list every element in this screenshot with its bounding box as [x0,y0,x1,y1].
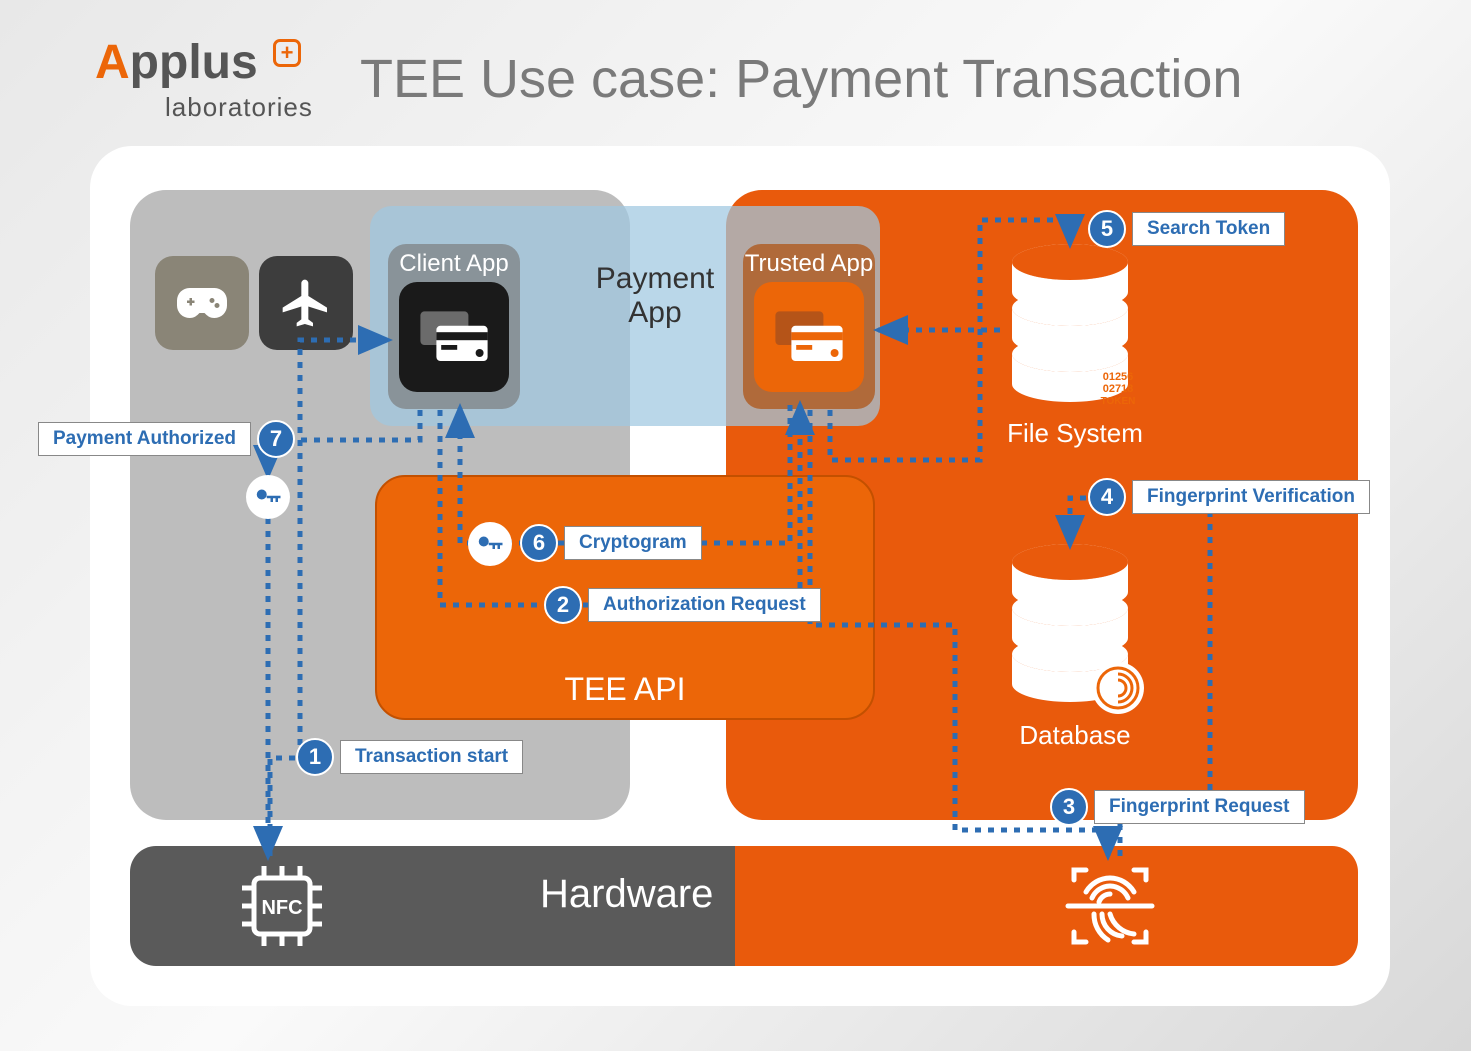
step-1: 1 Transaction start [296,738,523,776]
hardware-label: Hardware [540,872,713,917]
step-number: 2 [544,586,582,624]
step-6: 6 Cryptogram [520,524,702,562]
logo-subtitle: laboratories [165,92,313,123]
trusted-app: Trusted App [743,244,875,409]
game-app-tile [155,256,249,350]
payment-app-label: Payment App [580,262,730,330]
svg-text:02718: 02718 [1103,383,1134,395]
tee-api-label: TEE API [377,671,873,708]
step-label: Search Token [1132,212,1285,246]
brand-logo: Applus + [95,35,301,90]
key-icon [246,475,290,519]
logo-rest: pplus [130,36,258,89]
fingerprint-scanner-icon [1060,856,1160,961]
step-3: 3 Fingerprint Request [1050,788,1305,826]
step-label: Authorization Request [588,588,821,622]
step-label: Payment Authorized [38,422,251,456]
step-number: 6 [520,524,558,562]
step-2: 2 Authorization Request [544,586,821,624]
step-number: 3 [1050,788,1088,826]
svg-text:NFC: NFC [261,897,302,919]
step-number: 4 [1088,478,1126,516]
client-app-label: Client App [388,244,520,278]
file-system-label: File System [1000,418,1150,449]
client-app: Client App [388,244,520,409]
step-5: 5 Search Token [1088,210,1285,248]
step-label: Cryptogram [564,526,702,560]
file-system-icon: 01256 02718 TOKEN [1000,240,1150,425]
step-label: Fingerprint Verification [1132,480,1370,514]
nfc-icon: NFC [232,856,332,961]
step-number: 7 [257,420,295,458]
step-4: 4 Fingerprint Verification [1088,478,1370,516]
step-7: 7 Payment Authorized [38,420,295,458]
hardware-orange [735,846,1358,966]
trusted-app-label: Trusted App [743,244,875,278]
database-icon [1000,540,1150,725]
key-icon [468,522,512,566]
page-title: TEE Use case: Payment Transaction [360,48,1242,110]
logo-a: A [95,36,130,89]
svg-text:01256: 01256 [1103,371,1134,383]
step-number: 5 [1088,210,1126,248]
step-label: Fingerprint Request [1094,790,1305,824]
step-number: 1 [296,738,334,776]
svg-text:TOKEN: TOKEN [1101,396,1136,407]
step-label: Transaction start [340,740,523,774]
database-label: Database [1000,720,1150,751]
travel-app-tile [259,256,353,350]
